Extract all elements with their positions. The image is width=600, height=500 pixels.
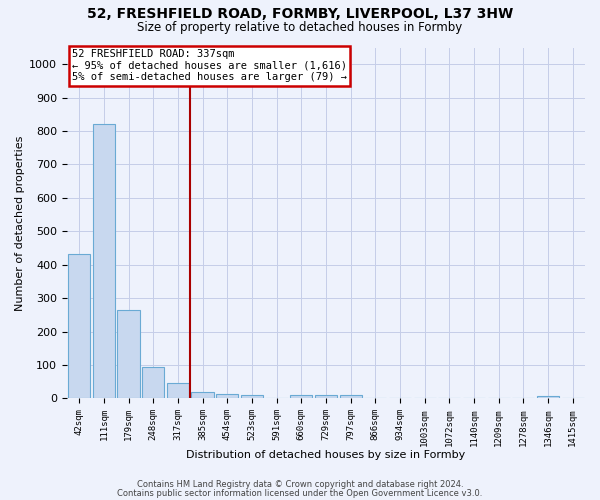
- Bar: [241, 395, 263, 398]
- Bar: [142, 368, 164, 398]
- Bar: [93, 124, 115, 398]
- Bar: [191, 392, 214, 398]
- Y-axis label: Number of detached properties: Number of detached properties: [15, 136, 25, 310]
- Text: Size of property relative to detached houses in Formby: Size of property relative to detached ho…: [137, 21, 463, 34]
- Bar: [290, 395, 313, 398]
- Text: 52, FRESHFIELD ROAD, FORMBY, LIVERPOOL, L37 3HW: 52, FRESHFIELD ROAD, FORMBY, LIVERPOOL, …: [87, 8, 513, 22]
- Text: Contains HM Land Registry data © Crown copyright and database right 2024.: Contains HM Land Registry data © Crown c…: [137, 480, 463, 489]
- Text: 52 FRESHFIELD ROAD: 337sqm
← 95% of detached houses are smaller (1,616)
5% of se: 52 FRESHFIELD ROAD: 337sqm ← 95% of deta…: [72, 50, 347, 82]
- Bar: [340, 395, 362, 398]
- Bar: [68, 254, 91, 398]
- Bar: [315, 395, 337, 398]
- Bar: [118, 310, 140, 398]
- Text: Contains public sector information licensed under the Open Government Licence v3: Contains public sector information licen…: [118, 488, 482, 498]
- Bar: [216, 394, 238, 398]
- Bar: [167, 383, 189, 398]
- Bar: [537, 396, 559, 398]
- X-axis label: Distribution of detached houses by size in Formby: Distribution of detached houses by size …: [187, 450, 466, 460]
